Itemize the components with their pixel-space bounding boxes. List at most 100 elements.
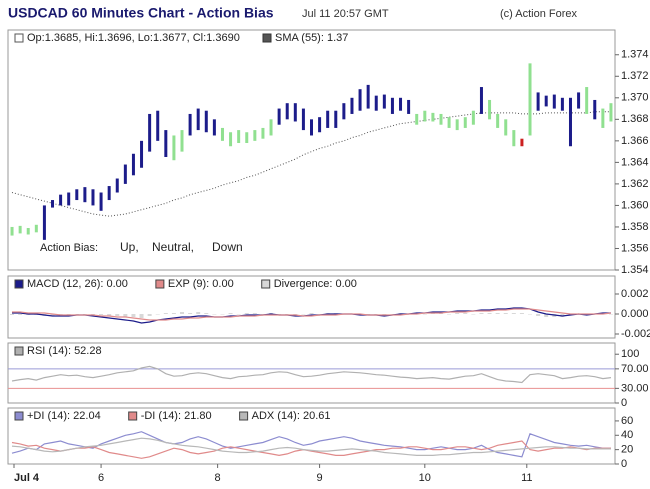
- legend-swatch: [262, 33, 272, 43]
- price-bar: [504, 119, 508, 136]
- indicator-line: [12, 308, 612, 321]
- price-bar: [326, 110, 330, 128]
- divergence-bar: [317, 314, 322, 315]
- legend-label: -DI (14): 21.80: [141, 410, 212, 422]
- legend-swatch: [155, 279, 165, 289]
- divergence-bar: [503, 313, 508, 314]
- divergence-bar: [196, 312, 201, 314]
- divergence-bar: [608, 314, 613, 315]
- sma-line: [11, 111, 611, 217]
- price-bar: [585, 87, 589, 114]
- price-bar: [471, 110, 475, 125]
- price-bar: [204, 110, 208, 133]
- price-bar: [310, 119, 313, 136]
- sma-legend: SMA (55): 1.37: [275, 32, 348, 44]
- price-bar: [496, 113, 500, 128]
- y-tick-label: 1.356: [621, 242, 649, 254]
- legend-label: EXP (9): 0.00: [168, 278, 234, 290]
- divergence-bar: [495, 313, 500, 314]
- indicator-line: [11, 365, 612, 384]
- price-bar: [318, 117, 322, 133]
- price-bar: [261, 127, 265, 139]
- price-bar: [180, 130, 184, 152]
- legend-label: RSI (14): 52.28: [27, 345, 102, 357]
- price-bar: [520, 138, 524, 147]
- legend-swatch: [261, 279, 271, 289]
- x-tick-label: 10: [419, 472, 431, 484]
- y-tick-label: 0.002: [621, 288, 649, 300]
- price-bar: [455, 119, 459, 131]
- y-tick-label: 40: [621, 429, 633, 441]
- divergence-bar: [487, 313, 492, 314]
- price-bar: [26, 228, 30, 235]
- price-bar: [107, 186, 111, 201]
- divergence-bar: [236, 314, 241, 315]
- legend-label: +DI (14): 22.04: [27, 410, 101, 422]
- y-tick-label: 1.368: [621, 113, 649, 125]
- price-bar: [285, 103, 289, 120]
- legend-swatch: [128, 411, 138, 421]
- price-bar: [220, 127, 224, 141]
- y-tick-label: 1.366: [621, 135, 649, 147]
- price-bar: [140, 140, 144, 168]
- price-bar: [196, 108, 200, 131]
- divergence-bar: [212, 314, 217, 315]
- price-bar: [536, 92, 540, 111]
- price-bar: [560, 97, 564, 111]
- price-bar: [423, 110, 427, 122]
- legend-swatch: [14, 411, 24, 421]
- bias-legend: Down: [212, 240, 243, 254]
- divergence-bar: [74, 314, 79, 315]
- price-bar: [374, 95, 378, 111]
- divergence-bar: [366, 314, 371, 315]
- price-bar: [253, 130, 257, 141]
- price-bar: [269, 119, 273, 136]
- price-bar: [75, 189, 79, 201]
- price-bar: [479, 87, 483, 114]
- divergence-bar: [511, 313, 516, 314]
- price-bar: [342, 103, 346, 120]
- price-bar: [277, 108, 281, 125]
- y-tick-label: 1.358: [621, 221, 649, 233]
- price-bar: [366, 84, 370, 109]
- price-bar: [528, 63, 532, 136]
- price-bar: [229, 132, 233, 147]
- timestamp: Jul 11 20:57 GMT: [302, 8, 389, 20]
- divergence-bar: [309, 313, 314, 314]
- indicator-line: [11, 431, 611, 458]
- divergence-bar: [479, 313, 484, 314]
- divergence-bar: [463, 313, 468, 314]
- price-bar: [301, 108, 305, 131]
- y-tick-label: 70.00: [621, 363, 649, 375]
- price-bar: [42, 205, 46, 240]
- bias-title: Action Bias:: [40, 242, 98, 254]
- divergence-bar: [131, 314, 136, 317]
- legend-label: ADX (14): 20.61: [252, 410, 331, 422]
- y-tick-label: 20: [621, 444, 633, 456]
- price-bar: [123, 164, 127, 184]
- y-tick-label: 60: [621, 415, 633, 427]
- divergence-bar: [260, 314, 265, 315]
- y-tick-label: -0.002: [621, 328, 650, 340]
- y-tick-label: 0: [621, 458, 627, 470]
- divergence-bar: [447, 314, 452, 315]
- panel-frame: [7, 342, 616, 404]
- divergence-bar: [220, 314, 225, 315]
- indicator-line: [11, 440, 611, 459]
- y-tick-label: 30.00: [621, 382, 649, 394]
- price-bar: [115, 178, 119, 193]
- panel-frame: [7, 29, 616, 271]
- price-bar: [156, 110, 160, 141]
- x-tick-label: 9: [317, 472, 323, 484]
- y-tick-label: 100: [621, 348, 639, 360]
- price-bar: [447, 117, 451, 128]
- price-bar: [577, 92, 581, 109]
- price-bar: [488, 99, 492, 120]
- divergence-bar: [390, 314, 395, 315]
- divergence-bar: [123, 314, 128, 317]
- price-bar: [67, 192, 71, 206]
- divergence-bar: [155, 314, 160, 315]
- copyright: (c) Action Forex: [500, 8, 578, 20]
- divergence-bar: [163, 313, 168, 314]
- divergence-bar: [188, 313, 193, 314]
